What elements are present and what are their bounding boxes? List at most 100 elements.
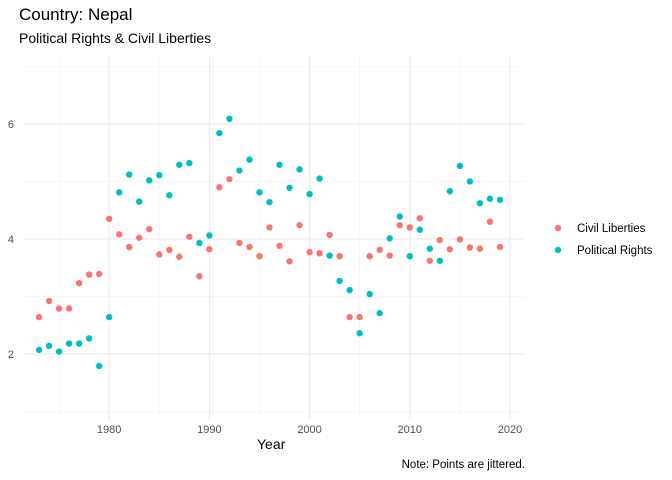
point-political-rights [356, 330, 363, 337]
x-tick-label: 1990 [197, 424, 221, 436]
legend: Civil Liberties Political Rights [554, 223, 653, 257]
chart-subtitle: Political Rights & Civil Liberties [19, 30, 212, 46]
point-civil-liberties [176, 253, 183, 260]
point-civil-liberties [346, 313, 353, 321]
point-civil-liberties [366, 252, 373, 260]
legend-label-civil-liberties: Civil Liberties [577, 223, 646, 235]
x-tick-label: 2000 [297, 424, 321, 436]
point-political-rights [246, 156, 253, 163]
x-tick-label: 2010 [398, 424, 422, 436]
axis-ticks: 1980 1990 2000 2010 2020 2 4 6 [8, 119, 522, 436]
point-political-rights [35, 346, 43, 354]
point-political-rights [65, 340, 73, 347]
point-political-rights [296, 166, 303, 173]
point-political-rights [346, 286, 353, 294]
point-civil-liberties [65, 305, 73, 312]
point-political-rights [196, 239, 203, 247]
point-civil-liberties [456, 236, 464, 243]
point-political-rights [276, 161, 283, 168]
point-political-rights [396, 213, 403, 220]
point-political-rights [496, 196, 504, 204]
point-civil-liberties [196, 273, 203, 280]
point-civil-liberties [276, 242, 283, 250]
point-political-rights [416, 226, 423, 233]
x-tick-label: 2020 [498, 424, 522, 436]
point-civil-liberties [75, 279, 83, 287]
point-civil-liberties [55, 305, 63, 312]
point-civil-liberties [256, 252, 263, 260]
point-civil-liberties [476, 245, 484, 252]
point-political-rights [136, 198, 143, 205]
x-axis-label: Year [257, 436, 286, 452]
point-civil-liberties [396, 221, 403, 229]
point-civil-liberties [266, 224, 273, 231]
point-civil-liberties [105, 215, 113, 223]
point-civil-liberties [336, 252, 343, 260]
y-tick-label: 6 [8, 119, 14, 131]
point-political-rights [326, 252, 333, 259]
point-civil-liberties [156, 251, 163, 258]
point-political-rights [105, 313, 113, 321]
point-civil-liberties [426, 257, 434, 264]
point-political-rights [286, 184, 293, 191]
point-political-rights [386, 235, 393, 242]
point-political-rights [126, 171, 133, 178]
x-tick-label: 1980 [97, 424, 121, 436]
point-political-rights [266, 198, 273, 206]
point-political-rights [226, 115, 233, 123]
point-civil-liberties [416, 215, 423, 222]
point-political-rights [75, 340, 83, 347]
point-political-rights [186, 159, 193, 167]
point-political-rights [476, 200, 484, 207]
point-civil-liberties [326, 231, 333, 239]
point-civil-liberties [446, 246, 454, 253]
point-civil-liberties [136, 234, 143, 241]
point-civil-liberties [236, 239, 243, 247]
point-civil-liberties [296, 221, 303, 229]
point-civil-liberties [376, 246, 383, 254]
point-political-rights [376, 309, 383, 317]
point-civil-liberties [496, 243, 504, 251]
data-points [35, 115, 504, 370]
chart-title: Country: Nepal [19, 5, 133, 24]
point-civil-liberties [306, 248, 313, 256]
chart-caption: Note: Points are jittered. [401, 459, 525, 471]
point-political-rights [336, 277, 343, 285]
point-civil-liberties [166, 246, 173, 254]
point-political-rights [406, 252, 413, 260]
point-civil-liberties [386, 252, 393, 259]
point-political-rights [426, 245, 434, 252]
point-political-rights [466, 178, 474, 185]
point-civil-liberties [95, 270, 103, 278]
legend-key-political-rights [554, 246, 562, 254]
legend-key-civil-liberties [554, 224, 562, 232]
y-tick-label: 2 [8, 349, 14, 361]
point-civil-liberties [186, 233, 193, 240]
y-tick-label: 4 [8, 234, 14, 246]
point-political-rights [146, 177, 153, 184]
point-civil-liberties [126, 243, 133, 251]
point-civil-liberties [356, 313, 363, 321]
point-political-rights [446, 188, 454, 195]
point-political-rights [236, 167, 243, 174]
point-political-rights [115, 189, 123, 196]
point-civil-liberties [316, 250, 323, 257]
point-civil-liberties [466, 244, 474, 251]
point-political-rights [486, 195, 494, 202]
point-political-rights [316, 175, 323, 182]
point-political-rights [95, 362, 103, 370]
point-political-rights [436, 257, 444, 264]
point-political-rights [176, 161, 183, 168]
point-political-rights [55, 348, 63, 355]
point-political-rights [45, 342, 53, 350]
point-political-rights [256, 189, 263, 196]
point-civil-liberties [216, 184, 223, 191]
point-political-rights [85, 335, 93, 342]
point-civil-liberties [146, 225, 153, 233]
point-political-rights [166, 192, 173, 199]
point-political-rights [216, 129, 223, 137]
point-civil-liberties [206, 246, 213, 253]
point-civil-liberties [286, 258, 293, 265]
point-civil-liberties [246, 243, 253, 251]
